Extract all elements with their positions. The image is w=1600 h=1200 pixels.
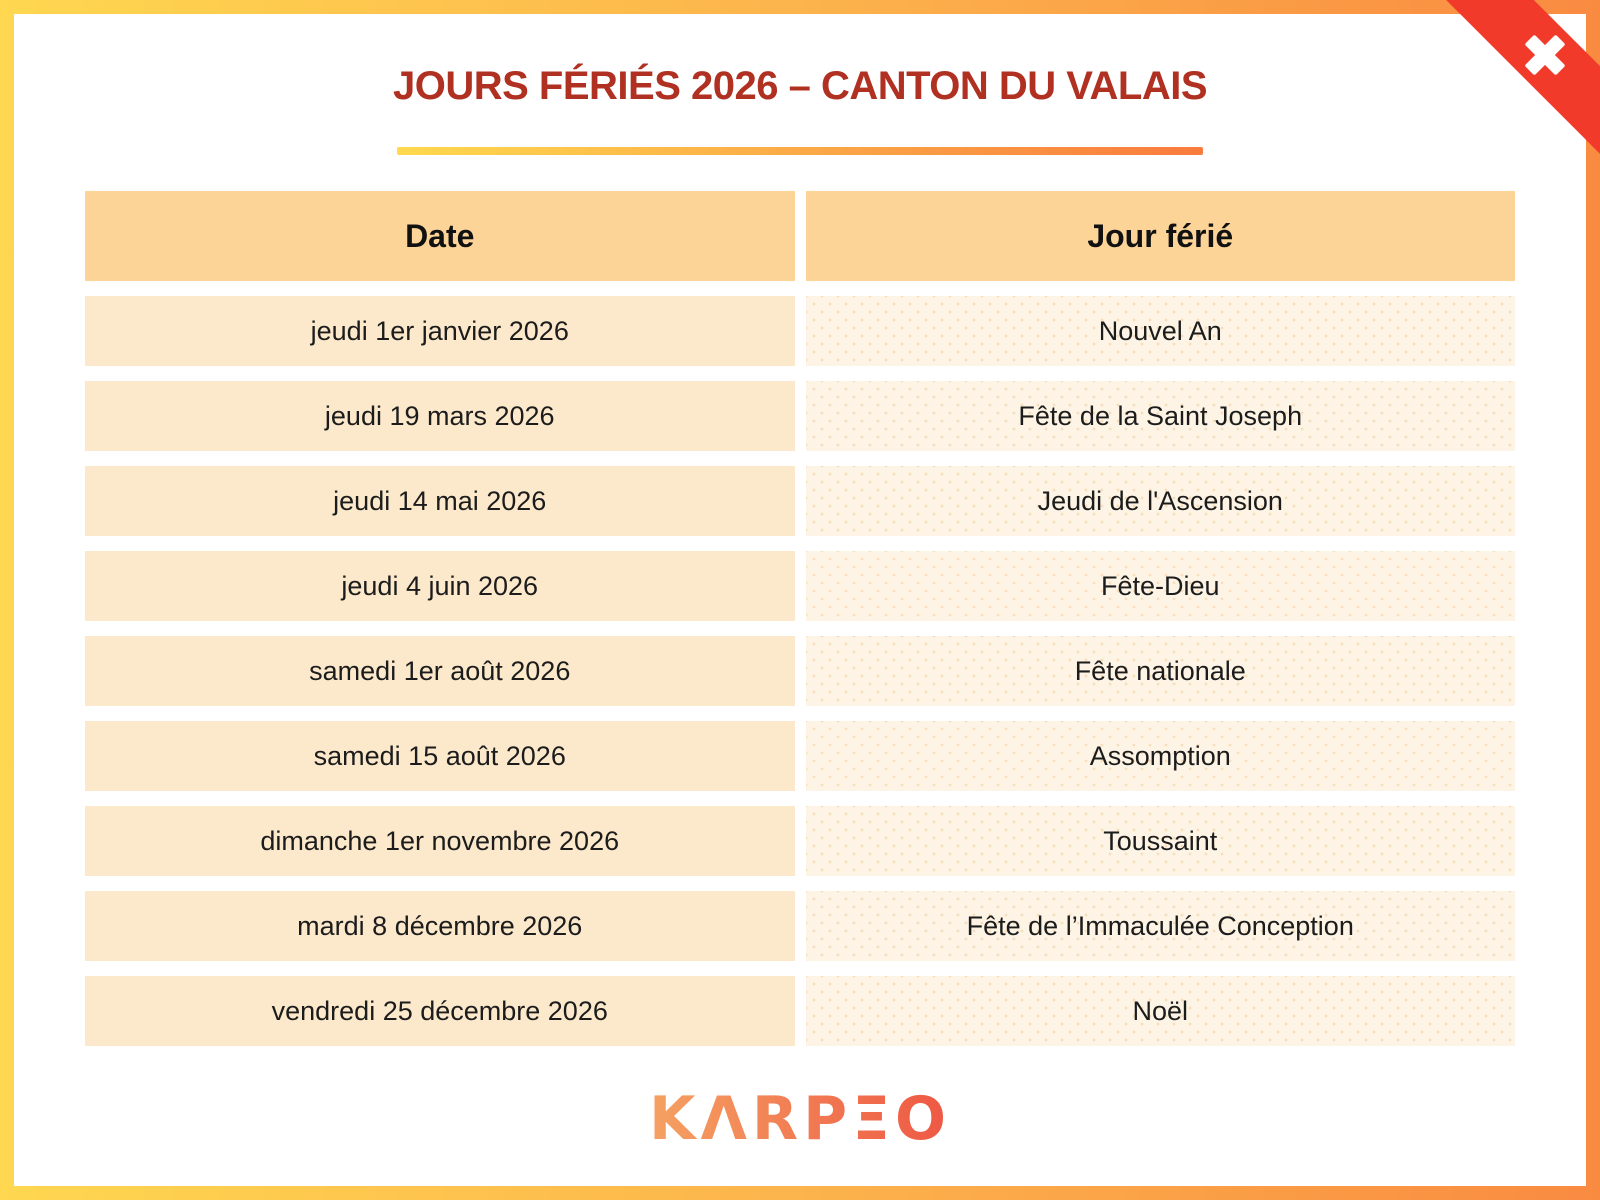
table-row-date-cell: samedi 1er août 2026: [85, 636, 795, 706]
table-row-holiday-cell: Fête de l’Immaculée Conception: [805, 891, 1515, 961]
table-row-date-cell: jeudi 1er janvier 2026: [85, 296, 795, 366]
table-row-date-cell: jeudi 14 mai 2026: [85, 466, 795, 536]
footer-logo: KΛRPΞO: [14, 1084, 1586, 1154]
table-row-date-cell: jeudi 4 juin 2026: [85, 551, 795, 621]
content-panel: JOURS FÉRIÉS 2026 – CANTON DU VALAIS Dat…: [14, 14, 1586, 1186]
holidays-table: Date Jour férié jeudi 1er janvier 2026 N…: [85, 191, 1515, 1046]
table-row-holiday-cell: Fête nationale: [805, 636, 1515, 706]
table-row-holiday-cell: Assomption: [805, 721, 1515, 791]
table-row-date-cell: dimanche 1er novembre 2026: [85, 806, 795, 876]
table-row-holiday-cell: Nouvel An: [805, 296, 1515, 366]
title-underline: [397, 147, 1203, 155]
table-row-date-cell: samedi 15 août 2026: [85, 721, 795, 791]
column-header-date: Date: [85, 191, 795, 281]
table-row-holiday-cell: Jeudi de l'Ascension: [805, 466, 1515, 536]
table-row-date-cell: vendredi 25 décembre 2026: [85, 976, 795, 1046]
column-header-holiday: Jour férié: [805, 191, 1515, 281]
page-title: JOURS FÉRIÉS 2026 – CANTON DU VALAIS: [392, 64, 1208, 108]
table-row-holiday-cell: Fête de la Saint Joseph: [805, 381, 1515, 451]
table-row-holiday-cell: Toussaint: [805, 806, 1515, 876]
table-row-holiday-cell: Fête-Dieu: [805, 551, 1515, 621]
swiss-cross-icon: [1514, 24, 1576, 86]
table-row-date-cell: jeudi 19 mars 2026: [85, 381, 795, 451]
karpeo-logo: KΛRPΞO: [648, 1084, 952, 1154]
table-row-holiday-cell: Noël: [805, 976, 1515, 1046]
table-row-date-cell: mardi 8 décembre 2026: [85, 891, 795, 961]
